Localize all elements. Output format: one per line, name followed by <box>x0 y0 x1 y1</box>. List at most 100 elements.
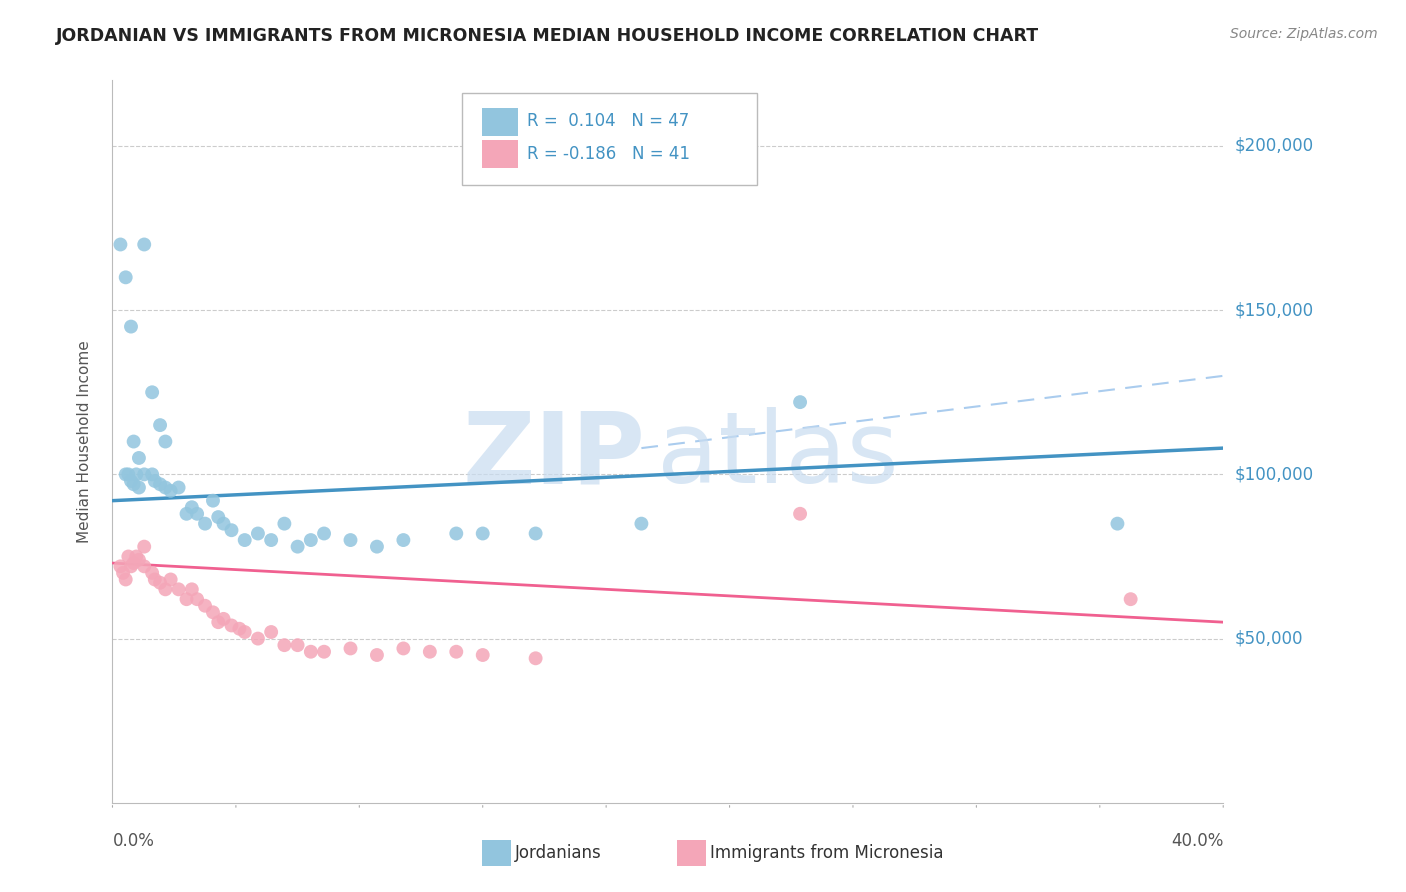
Point <box>446 526 468 541</box>
Point <box>176 507 198 521</box>
Point <box>149 575 172 590</box>
Point <box>134 467 156 482</box>
Point <box>312 645 335 659</box>
Point <box>524 526 547 541</box>
Point <box>167 582 190 597</box>
Point <box>120 559 142 574</box>
Text: atlas: atlas <box>657 408 898 505</box>
Point <box>125 467 148 482</box>
Point <box>366 648 388 662</box>
Text: $100,000: $100,000 <box>1234 466 1313 483</box>
Point <box>117 549 139 564</box>
Point <box>176 592 198 607</box>
Point <box>392 533 415 547</box>
Point <box>134 559 156 574</box>
Point <box>128 450 150 465</box>
Text: 40.0%: 40.0% <box>1171 831 1223 850</box>
Point <box>159 483 181 498</box>
Point <box>446 645 468 659</box>
Text: Immigrants from Micronesia: Immigrants from Micronesia <box>710 844 943 862</box>
Point <box>155 481 177 495</box>
Point <box>471 526 494 541</box>
Point <box>122 477 145 491</box>
Text: $200,000: $200,000 <box>1234 137 1313 155</box>
Text: $150,000: $150,000 <box>1234 301 1313 319</box>
Point <box>273 516 295 531</box>
Point <box>524 651 547 665</box>
Point <box>630 516 652 531</box>
Point <box>114 270 136 285</box>
Text: R =  0.104   N = 47: R = 0.104 N = 47 <box>527 112 689 130</box>
Point <box>120 319 142 334</box>
Point <box>155 582 177 597</box>
Point <box>134 540 156 554</box>
Point <box>287 638 309 652</box>
Point <box>186 507 208 521</box>
Point <box>159 573 181 587</box>
Point <box>221 523 243 537</box>
Point <box>122 556 145 570</box>
Point <box>312 526 335 541</box>
Point <box>141 385 163 400</box>
Point <box>134 237 156 252</box>
Point <box>128 481 150 495</box>
Point <box>112 566 135 580</box>
Point <box>260 533 283 547</box>
Point <box>114 573 136 587</box>
Point <box>149 477 172 491</box>
Point <box>143 573 166 587</box>
Point <box>212 612 235 626</box>
Point <box>114 467 136 482</box>
Text: JORDANIAN VS IMMIGRANTS FROM MICRONESIA MEDIAN HOUSEHOLD INCOME CORRELATION CHAR: JORDANIAN VS IMMIGRANTS FROM MICRONESIA … <box>56 27 1039 45</box>
Point <box>110 559 132 574</box>
Point <box>110 237 132 252</box>
Point <box>201 493 224 508</box>
Point <box>366 540 388 554</box>
Text: $50,000: $50,000 <box>1234 630 1303 648</box>
FancyBboxPatch shape <box>482 140 517 169</box>
Text: R = -0.186   N = 41: R = -0.186 N = 41 <box>527 145 690 163</box>
Point <box>186 592 208 607</box>
Point <box>233 625 256 640</box>
Point <box>167 481 190 495</box>
Point <box>122 434 145 449</box>
Point <box>233 533 256 547</box>
Point <box>141 467 163 482</box>
Point <box>201 605 224 619</box>
Point <box>207 510 229 524</box>
Point <box>120 474 142 488</box>
Point <box>228 622 250 636</box>
Text: ZIP: ZIP <box>463 408 645 505</box>
Point <box>339 533 361 547</box>
Point <box>273 638 295 652</box>
FancyBboxPatch shape <box>463 93 756 185</box>
Point <box>1107 516 1129 531</box>
FancyBboxPatch shape <box>676 839 706 865</box>
Point <box>419 645 441 659</box>
Point <box>194 599 217 613</box>
Point <box>143 474 166 488</box>
Point <box>221 618 243 632</box>
Point <box>339 641 361 656</box>
Point <box>207 615 229 630</box>
Text: Jordanians: Jordanians <box>515 844 602 862</box>
Text: Source: ZipAtlas.com: Source: ZipAtlas.com <box>1230 27 1378 41</box>
Point <box>260 625 283 640</box>
Point <box>299 645 322 659</box>
Point <box>287 540 309 554</box>
Point <box>180 500 202 515</box>
Point <box>246 526 269 541</box>
Point <box>789 507 811 521</box>
Point <box>789 395 811 409</box>
Point <box>299 533 322 547</box>
Point <box>1119 592 1142 607</box>
Point <box>141 566 163 580</box>
Point <box>117 467 139 482</box>
Point <box>246 632 269 646</box>
Point <box>212 516 235 531</box>
Point <box>149 418 172 433</box>
Point <box>194 516 217 531</box>
Point <box>155 434 177 449</box>
Point <box>125 549 148 564</box>
Text: 0.0%: 0.0% <box>112 831 155 850</box>
